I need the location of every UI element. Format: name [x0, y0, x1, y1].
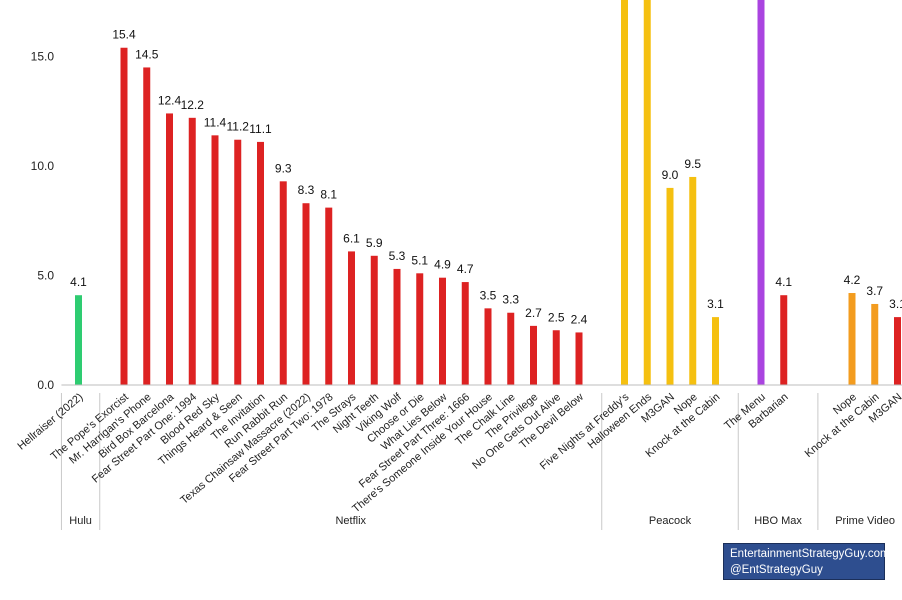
y-tick-label: 0.0: [37, 378, 54, 392]
value-label-peacock-nope: 9.5: [684, 157, 701, 171]
bar-netflix-what-lies-below: [439, 277, 446, 385]
bar-prime-video-nope: [848, 293, 856, 385]
value-label-peacock-m3gan: 9.0: [662, 168, 679, 182]
value-label-netflix-mr-harrigan-s-phone: 14.5: [135, 47, 159, 61]
watermark-handle: @EntStrategyGuy: [730, 564, 823, 576]
value-label-netflix-what-lies-below: 4.9: [434, 258, 451, 272]
bar-hulu-hellraiser-2022: [75, 295, 82, 385]
platform-label-peacock: Peacock: [649, 515, 692, 527]
bar-netflix-mr-harrigan-s-phone: [143, 67, 151, 385]
value-label-netflix-the-privilege: 2.7: [525, 306, 542, 320]
bar-netflix-texas-chainsaw-massacre-2022: [302, 203, 310, 385]
y-tick-label: 10.0: [31, 159, 55, 173]
watermark-site: EntertainmentStrategyGuy.com: [730, 548, 890, 560]
watermark-box: EntertainmentStrategyGuy.com @EntStrateg…: [723, 543, 890, 580]
bar-netflix-there-s-someone-inside-your-house: [484, 308, 492, 385]
bar-netflix-things-heard-seen: [234, 139, 242, 385]
platform-label-prime-video: Prime Video: [835, 515, 895, 527]
bar-netflix-blood-red-sky: [211, 135, 219, 385]
bar-netflix-night-teeth: [370, 255, 378, 385]
bar-prime-video-knock-at-the-cabin: [871, 303, 879, 385]
bar-netflix-fear-street-part-three-1666: [461, 282, 469, 385]
bar-peacock-nope: [689, 176, 697, 385]
value-label-netflix-night-teeth: 5.9: [366, 236, 383, 250]
y-tick-label: 5.0: [37, 269, 54, 283]
value-label-netflix-the-devil-below: 2.4: [571, 312, 588, 326]
value-label-netflix-the-chalk-line: 3.3: [502, 293, 519, 307]
bar-netflix-the-privilege: [530, 325, 537, 385]
value-label-hbo-max-barbarian: 4.1: [775, 275, 792, 289]
bar-netflix-the-devil-below: [575, 332, 583, 385]
value-label-netflix-texas-chainsaw-massacre-2022: 8.3: [298, 183, 315, 197]
value-label-netflix-bird-box-barcelona: 12.4: [158, 93, 182, 107]
bar-hbo-max-the-menu: [757, 0, 765, 385]
bar-netflix-fear-street-part-one-1994: [188, 117, 196, 385]
bar-peacock-m3gan: [666, 187, 674, 385]
bar-netflix-the-pope-s-exorcist: [120, 47, 128, 386]
value-label-netflix-the-invitation: 11.1: [249, 122, 272, 136]
bar-netflix-choose-or-die: [416, 273, 424, 385]
value-label-netflix-fear-street-part-three-1666: 4.7: [457, 262, 474, 276]
y-tick-label: 15.0: [31, 50, 55, 64]
value-label-netflix-no-one-gets-out-alive: 2.5: [548, 310, 565, 324]
value-label-prime-video-m3gan: 3.1: [889, 297, 902, 311]
bar-netflix-no-one-gets-out-alive: [552, 330, 560, 385]
value-label-netflix-fear-street-part-one-1994: 12.2: [181, 98, 205, 112]
value-label-netflix-viking-wolf: 5.3: [389, 249, 406, 263]
value-label-peacock-knock-at-the-cabin: 3.1: [707, 297, 724, 311]
bar-netflix-the-invitation: [257, 141, 264, 385]
bar-peacock-knock-at-the-cabin: [712, 317, 719, 385]
value-label-netflix-fear-street-part-two-1978: 8.1: [320, 188, 337, 202]
platform-label-hbo-max: HBO Max: [754, 515, 802, 527]
bar-hbo-max-barbarian: [780, 295, 788, 385]
bar-netflix-bird-box-barcelona: [166, 113, 173, 385]
bar-netflix-the-chalk-line: [507, 312, 515, 385]
bar-netflix-fear-street-part-two-1978: [325, 207, 333, 385]
value-label-netflix-things-heard-seen: 11.2: [227, 120, 250, 134]
value-label-netflix-the-pope-s-exorcist: 15.4: [112, 28, 136, 42]
platform-label-hulu: Hulu: [69, 515, 92, 527]
value-label-prime-video-knock-at-the-cabin: 3.7: [866, 284, 883, 298]
value-label-netflix-there-s-someone-inside-your-house: 3.5: [480, 288, 497, 302]
bar-netflix-run-rabbit-run: [279, 181, 287, 385]
bar-netflix-the-strays: [348, 251, 355, 385]
value-label-netflix-choose-or-die: 5.1: [411, 253, 428, 267]
platform-label-netflix: Netflix: [335, 515, 366, 527]
bar-peacock-five-nights-at-freddy-s: [621, 0, 628, 385]
bar-netflix-viking-wolf: [393, 268, 401, 385]
value-label-netflix-run-rabbit-run: 9.3: [275, 161, 292, 175]
bar-prime-video-m3gan: [894, 317, 901, 385]
value-label-netflix-the-strays: 6.1: [343, 231, 360, 245]
bar-peacock-halloween-ends: [643, 0, 651, 385]
value-label-hulu-hellraiser-2022: 4.1: [70, 275, 87, 289]
value-label-prime-video-nope: 4.2: [844, 273, 861, 287]
value-label-netflix-blood-red-sky: 11.4: [204, 115, 227, 129]
